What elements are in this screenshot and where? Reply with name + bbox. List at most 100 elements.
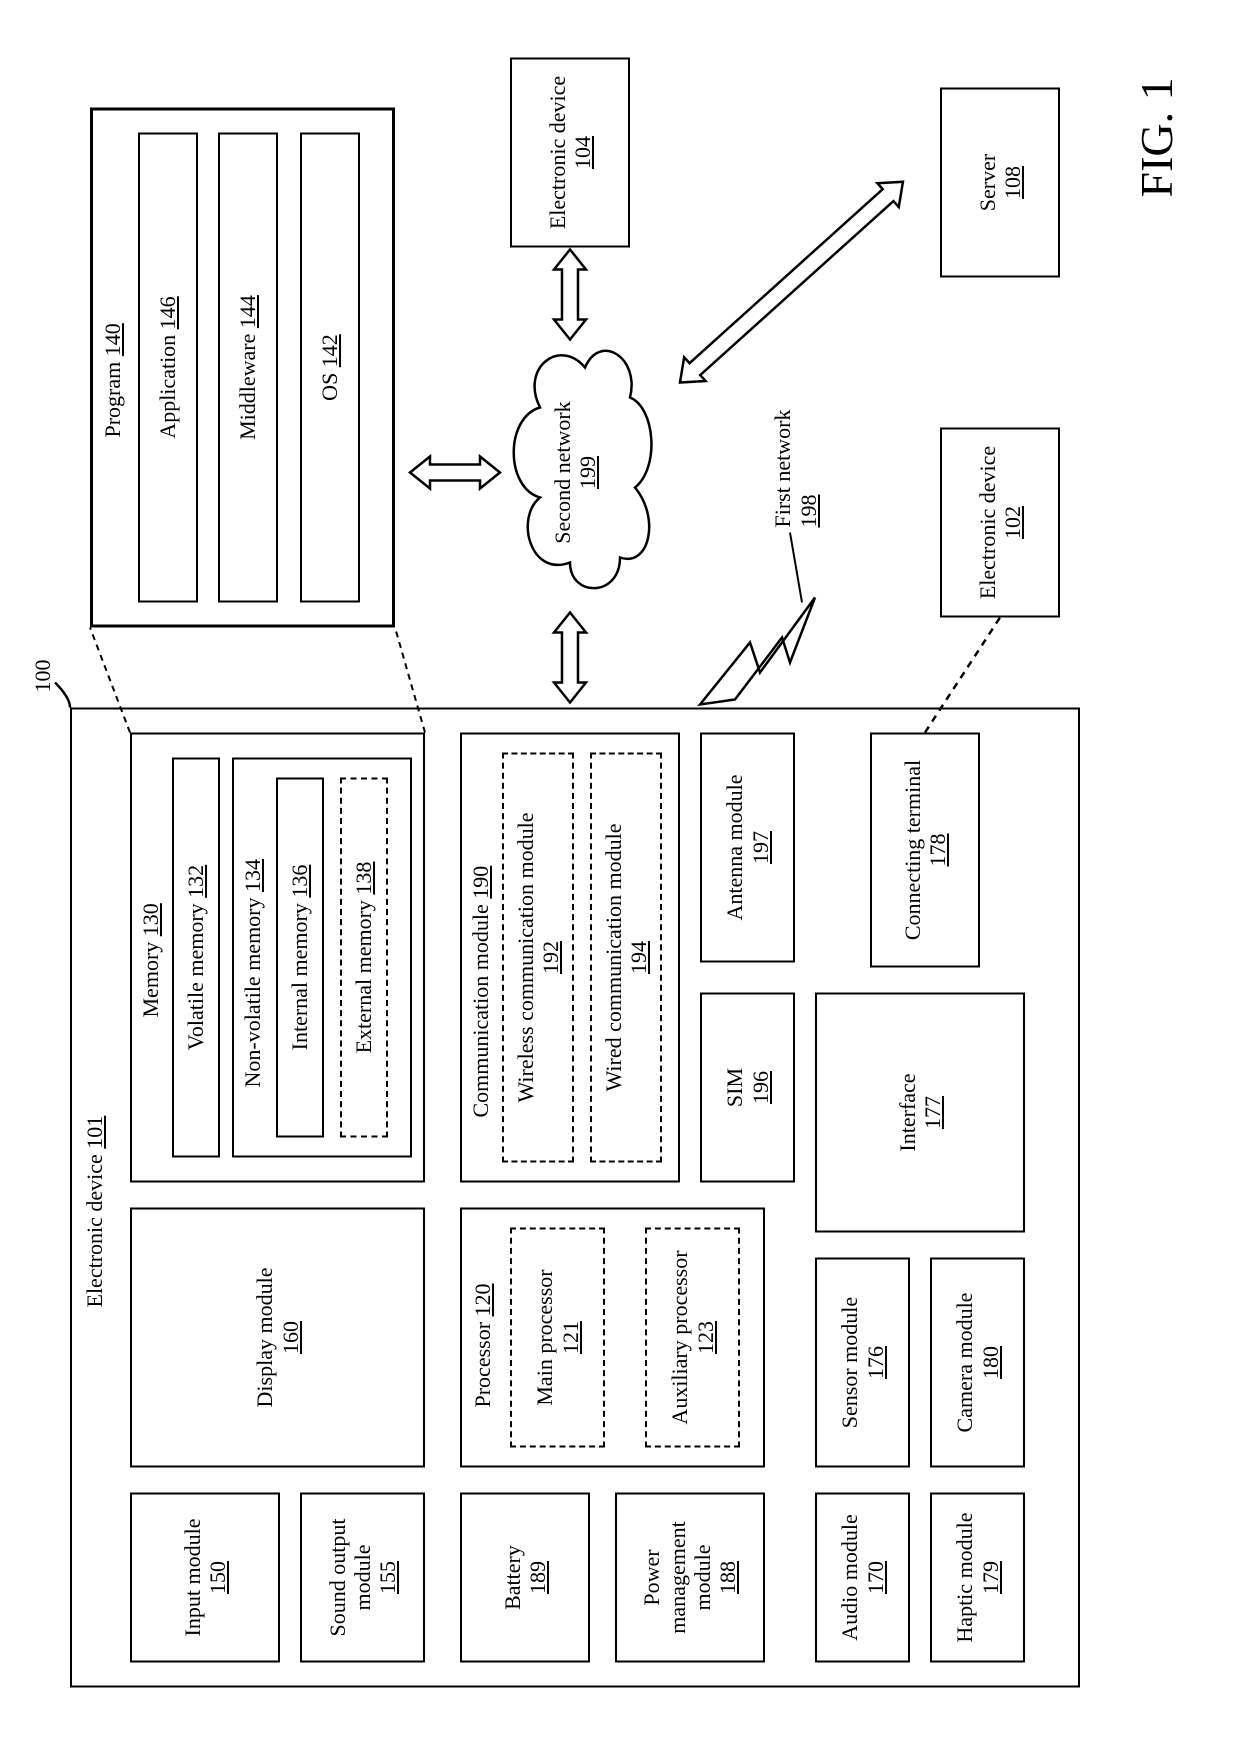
program-ref: 140 xyxy=(100,323,125,356)
sim: SIM 196 xyxy=(700,992,795,1182)
external-memory-ref: 138 xyxy=(351,861,376,894)
haptic-label: Haptic module xyxy=(952,1512,977,1642)
device-104-label: Electronic device xyxy=(545,75,570,228)
sim-label: SIM xyxy=(722,1067,747,1106)
nonvolatile-title: Non-volatile memory 134 xyxy=(240,858,266,1087)
interface: Interface 177 xyxy=(815,992,1025,1232)
server-label: Server xyxy=(975,153,1000,210)
display-module-label: Display module xyxy=(252,1267,277,1407)
device-101-ref: 101 xyxy=(82,1115,107,1148)
aux-processor: Auxiliary processor 123 xyxy=(645,1227,740,1447)
power-mgmt-label: Power management module xyxy=(639,1521,715,1633)
wireless-comm-ref: 192 xyxy=(538,941,563,974)
audio-module: Audio module 170 xyxy=(815,1492,910,1662)
program-label: Program xyxy=(100,361,125,437)
battery: Battery 189 xyxy=(460,1492,590,1662)
application-label: Application xyxy=(155,334,180,438)
antenna-module: Antenna module 197 xyxy=(700,732,795,962)
processor-ref: 120 xyxy=(470,1283,495,1316)
wireless-comm: Wireless communication module 192 xyxy=(502,752,574,1162)
sound-output-module: Sound output module 155 xyxy=(300,1492,425,1662)
first-network-label: First network 198 xyxy=(770,409,822,527)
memory-title: Memory 130 xyxy=(138,903,164,1017)
second-network-ref: 199 xyxy=(575,456,600,489)
device-104: Electronic device 104 xyxy=(510,57,630,247)
display-module-ref: 160 xyxy=(278,1321,303,1354)
haptic-ref: 179 xyxy=(978,1561,1003,1594)
audio-label: Audio module xyxy=(837,1514,862,1641)
sound-output-ref: 155 xyxy=(375,1561,400,1594)
wireless-comm-label: Wireless communication module xyxy=(513,812,538,1102)
device-102: Electronic device 102 xyxy=(940,427,1060,617)
system-ref-100: 100 xyxy=(30,659,56,692)
wired-comm-ref: 194 xyxy=(626,941,651,974)
volatile-memory: Volatile memory 132 xyxy=(172,757,220,1157)
display-module: Display module 160 xyxy=(130,1207,425,1467)
memory-label: Memory xyxy=(138,941,163,1017)
server: Server 108 xyxy=(940,87,1060,277)
nonvolatile-label: Non-volatile memory xyxy=(240,897,265,1087)
memory-ref: 130 xyxy=(138,903,163,936)
comm-ref: 190 xyxy=(468,865,493,898)
input-module-label: Input module xyxy=(180,1518,205,1636)
application: Application 146 xyxy=(138,132,198,602)
os-label: OS xyxy=(317,372,342,400)
sim-ref: 196 xyxy=(748,1071,773,1104)
device-101-label: Electronic device xyxy=(82,1154,107,1307)
program-title: Program 140 xyxy=(100,323,126,437)
sensor-module: Sensor module 176 xyxy=(815,1257,910,1467)
application-ref: 146 xyxy=(155,296,180,329)
battery-ref: 189 xyxy=(525,1561,550,1594)
internal-memory-ref: 136 xyxy=(287,864,312,897)
input-module: Input module 150 xyxy=(130,1492,280,1662)
power-mgmt-ref: 188 xyxy=(715,1561,740,1594)
sound-output-label: Sound output module xyxy=(325,1518,375,1636)
aux-processor-label: Auxiliary processor xyxy=(667,1250,692,1424)
middleware-label: Middleware xyxy=(235,333,260,439)
camera-ref: 180 xyxy=(978,1346,1003,1379)
wired-comm-label: Wired communication module xyxy=(601,823,626,1091)
main-processor: Main processor 121 xyxy=(510,1227,605,1447)
volatile-memory-label: Volatile memory xyxy=(183,903,208,1050)
antenna-label: Antenna module xyxy=(722,774,747,920)
middleware-ref: 144 xyxy=(235,295,260,328)
internal-memory-label: Internal memory xyxy=(287,903,312,1050)
second-network-cloud: Second network 199 xyxy=(490,337,660,607)
diagram-stage: Electronic device 101 Input module 150 S… xyxy=(0,0,1240,1757)
sensor-ref: 176 xyxy=(863,1346,888,1379)
connecting-terminal: Connecting terminal 178 xyxy=(870,732,980,967)
audio-ref: 170 xyxy=(863,1561,888,1594)
processor-label: Processor xyxy=(470,1321,495,1407)
second-network-label: Second network xyxy=(550,401,575,543)
input-module-ref: 150 xyxy=(205,1561,230,1594)
main-processor-label: Main processor xyxy=(532,1269,557,1405)
processor-title: Processor 120 xyxy=(470,1283,496,1407)
os-ref: 142 xyxy=(317,334,342,367)
figure-label: FIG. 1 xyxy=(1130,77,1183,197)
aux-processor-ref: 123 xyxy=(693,1321,718,1354)
battery-label: Battery xyxy=(500,1545,525,1610)
external-memory: External memory 138 xyxy=(340,777,388,1137)
comm-title: Communication module 190 xyxy=(468,865,494,1117)
interface-ref: 177 xyxy=(920,1096,945,1129)
power-mgmt: Power management module 188 xyxy=(615,1492,765,1662)
middleware: Middleware 144 xyxy=(218,132,278,602)
main-processor-ref: 121 xyxy=(558,1321,583,1354)
device-104-ref: 104 xyxy=(570,136,595,169)
sensor-label: Sensor module xyxy=(837,1296,862,1427)
comm-label: Communication module xyxy=(468,904,493,1117)
external-memory-label: External memory xyxy=(351,900,376,1053)
device-102-label: Electronic device xyxy=(975,445,1000,598)
nonvolatile-ref: 134 xyxy=(240,858,265,891)
antenna-ref: 197 xyxy=(748,831,773,864)
device-101-title: Electronic device 101 xyxy=(82,1115,108,1307)
volatile-memory-ref: 132 xyxy=(183,864,208,897)
terminal-label: Connecting terminal xyxy=(900,759,925,939)
device-102-ref: 102 xyxy=(1000,506,1025,539)
server-ref: 108 xyxy=(1000,166,1025,199)
terminal-ref: 178 xyxy=(925,833,950,866)
os: OS 142 xyxy=(300,132,360,602)
internal-memory: Internal memory 136 xyxy=(276,777,324,1137)
interface-label: Interface xyxy=(895,1073,920,1151)
camera-module: Camera module 180 xyxy=(930,1257,1025,1467)
